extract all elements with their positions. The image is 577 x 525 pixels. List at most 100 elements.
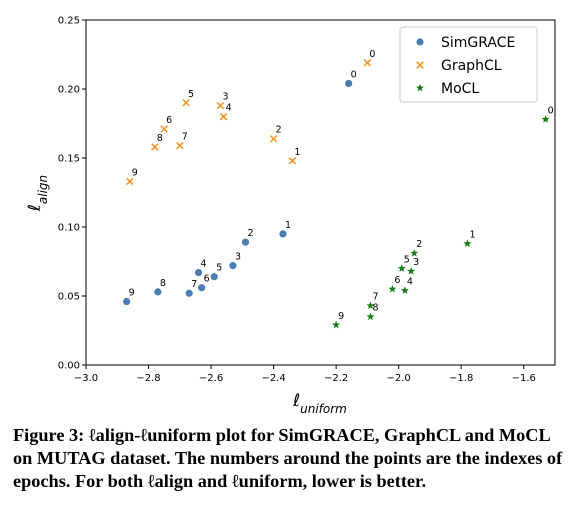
x-axis-label: ℓuniform [292, 391, 347, 416]
simgrace-point [154, 288, 162, 296]
x-marker-stroke [176, 141, 184, 150]
x-tick-label: −2.8 [136, 373, 160, 384]
legend-box [399, 26, 538, 103]
mocl-point-label: 5 [404, 254, 410, 265]
figure-caption: Figure 3: ℓalign-ℓuniform plot for SimGR… [13, 425, 563, 491]
x-marker-stroke [126, 177, 134, 186]
simgrace-point [229, 262, 237, 270]
x-marker-stroke [216, 101, 225, 110]
graphcl-point [269, 134, 278, 143]
mocl-point-label: 9 [338, 311, 344, 322]
simgrace-point-label: 1 [285, 220, 291, 231]
simgrace-point [123, 297, 131, 306]
simgrace-point-label: 6 [204, 274, 210, 285]
simgrace-point-label: 2 [247, 228, 253, 239]
graphcl-legend-label: GraphCL [441, 58, 502, 74]
simgrace-point [241, 238, 250, 246]
mocl-point [410, 249, 419, 257]
simgrace-point [198, 284, 206, 292]
simgrace-point-label: 7 [191, 279, 197, 290]
graphcl-point [182, 99, 190, 107]
graphcl-point-label: 4 [226, 103, 232, 114]
graphcl-point-label: 3 [222, 92, 228, 103]
x-marker-stroke [363, 59, 372, 67]
x-tick-label: −2.0 [387, 373, 411, 384]
y-axis: 0.00 0.05 0.10 0.15 0.20 0.25 [58, 16, 86, 372]
simgrace-point [210, 273, 218, 281]
simgrace-legend-marker [416, 38, 424, 46]
y-tick-label: 0.10 [58, 223, 80, 234]
y-tick-label: 0.15 [58, 154, 80, 165]
mocl-point-label: 2 [416, 239, 422, 250]
x-tick-label: −1.8 [449, 373, 473, 384]
mocl-legend-label: MoCL [441, 81, 479, 97]
x-tick-label: −2.4 [261, 373, 285, 384]
x-tick-label: −3.0 [74, 373, 98, 384]
simgrace-point [194, 268, 203, 277]
y-tick-label: 0.20 [58, 85, 80, 96]
x-tick-label: −2.6 [199, 373, 223, 384]
legend: SimGRACE GraphCL MoCL [399, 26, 538, 103]
graphcl-point [363, 59, 372, 67]
graphcl-point-label: 6 [166, 115, 172, 126]
graphcl-point [160, 125, 168, 133]
graphcl-point-label: 1 [294, 147, 300, 158]
mocl-point-label: 0 [548, 105, 554, 116]
y-tick-label: 0.25 [58, 16, 80, 27]
graphcl-point [288, 157, 297, 165]
mocl-point-label: 1 [469, 230, 475, 241]
y-tick-label: 0.00 [58, 361, 80, 372]
mocl-point [407, 266, 416, 275]
x-marker-stroke [219, 112, 228, 121]
x-marker-stroke [416, 61, 424, 69]
simgrace-point-label: 3 [235, 252, 241, 263]
mocl-point [397, 264, 406, 272]
mocl-point [463, 239, 472, 247]
graphcl-point-label: 0 [369, 49, 375, 60]
mocl-point-label: 4 [407, 276, 413, 287]
graphcl-point [151, 143, 159, 151]
x-marker-stroke [269, 134, 278, 143]
x-marker-stroke [182, 99, 190, 107]
y-axis-label: ℓalign [25, 175, 50, 212]
x-tick-label: −1.6 [512, 373, 536, 384]
x-tick-label: −2.2 [324, 373, 348, 384]
mocl-point-label: 7 [373, 292, 379, 303]
simgrace-point-label: 4 [201, 259, 207, 270]
x-marker-stroke [160, 125, 168, 133]
simgrace-point [185, 289, 193, 297]
simgrace-point [345, 79, 353, 88]
simgrace-point-label: 8 [160, 278, 166, 289]
mocl-point [366, 301, 375, 310]
graphcl-legend-marker [416, 61, 424, 69]
graphcl-point-label: 9 [132, 167, 138, 178]
mocl-point [388, 284, 397, 293]
graphcl-point-label: 7 [182, 132, 188, 143]
mocl-point [541, 115, 550, 123]
mocl-point-label: 3 [413, 257, 419, 268]
y-tick-label: 0.05 [58, 292, 80, 303]
simgrace-legend-label: SimGRACE [441, 35, 515, 51]
mocl-point-label: 6 [394, 275, 400, 286]
x-marker-stroke [151, 143, 159, 151]
graphcl-point [176, 141, 184, 150]
x-axis: −3.0 −2.8 −2.6 −2.4 −2.2 −2.0 −1.8 −1.6 [74, 365, 536, 384]
mocl-point [400, 286, 409, 294]
graphcl-point [219, 112, 228, 121]
mocl-legend-marker [416, 83, 424, 92]
simgrace-point-label: 9 [129, 288, 135, 299]
simgrace-point [279, 230, 287, 238]
mocl-point [366, 312, 375, 321]
graphcl-point [126, 177, 134, 186]
simgrace-point-label: 0 [351, 69, 357, 80]
graphcl-point [216, 101, 225, 110]
graphcl-point-label: 5 [188, 89, 194, 100]
graphcl-point-label: 8 [157, 133, 163, 144]
x-marker-stroke [288, 157, 297, 165]
simgrace-point-label: 5 [216, 263, 222, 274]
scatter-chart: −3.0 −2.8 −2.6 −2.4 −2.2 −2.0 −1.8 −1.6 0.000.0… [25, 16, 556, 416]
mocl-point-label: 8 [373, 303, 379, 314]
graphcl-point-label: 2 [276, 125, 282, 136]
